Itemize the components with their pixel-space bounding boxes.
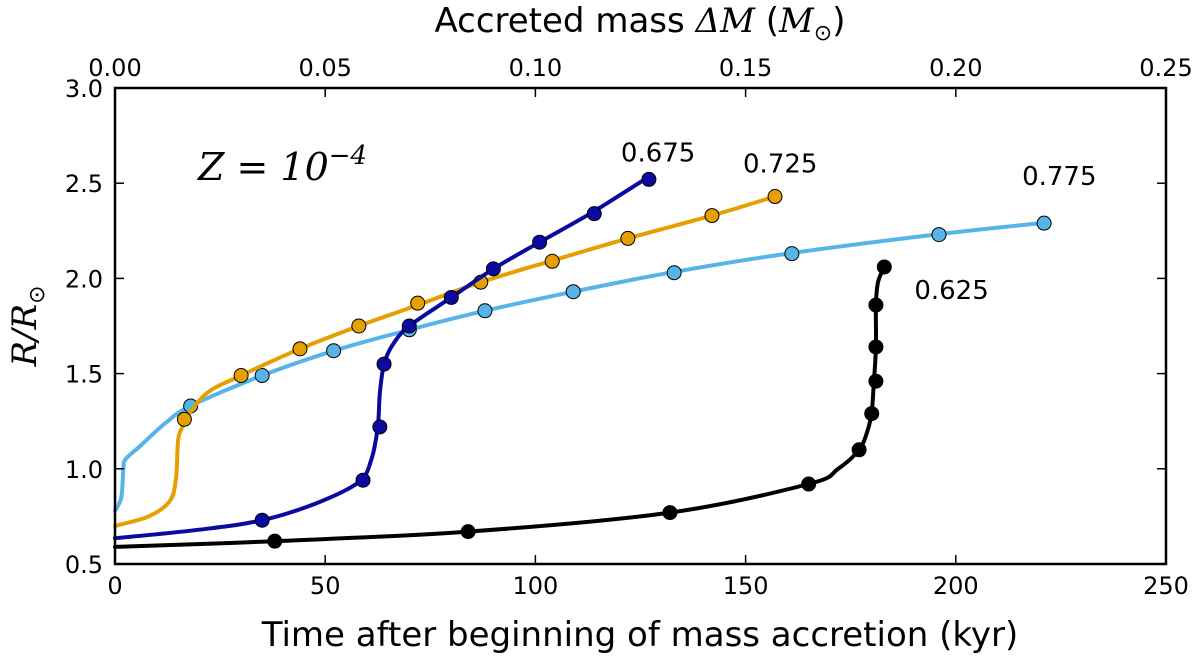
series-marker <box>267 533 283 549</box>
series-marker <box>801 476 817 492</box>
series-marker <box>666 265 682 281</box>
series-label: 0.675 <box>621 138 695 168</box>
series-marker <box>372 419 388 435</box>
x-top-tick-label: 0.00 <box>88 54 141 82</box>
series-label: 0.775 <box>1022 162 1096 192</box>
series-marker <box>254 512 270 528</box>
series-marker <box>704 208 720 224</box>
series-0.675: 0.675 <box>113 138 695 541</box>
series-marker <box>868 297 884 313</box>
y-tick-label: 3.0 <box>65 75 103 103</box>
x-top-tick-label: 0.20 <box>929 54 982 82</box>
series-marker <box>662 505 678 521</box>
x-tick-label: 100 <box>512 572 558 600</box>
x-top-tick-label: 0.10 <box>509 54 562 82</box>
x-top-unit: M <box>778 1 815 41</box>
x-top-close: ) <box>832 1 845 41</box>
series-marker <box>485 261 501 277</box>
x-top-prefix: Accreted mass <box>434 1 695 41</box>
ticks-layer: 0 50 100 150 200 250 0.00 0.05 0.10 0.15 0.20 0.25 0… <box>65 54 1193 600</box>
series-marker <box>767 189 783 205</box>
series-marker <box>477 303 493 319</box>
x-top-tick-label: 0.05 <box>298 54 351 82</box>
series-marker <box>410 295 426 311</box>
x-tick-label: 150 <box>723 572 769 600</box>
series-marker <box>1036 215 1052 231</box>
series-0.725: 0.725 <box>113 150 817 528</box>
annotation-base: Z = 10 <box>197 145 329 189</box>
x-top-unit-sub: ⊙ <box>814 21 832 46</box>
series-marker <box>254 368 270 384</box>
series-marker <box>876 259 892 275</box>
x-top-tick-label: 0.15 <box>719 54 772 82</box>
series-marker <box>532 234 548 250</box>
series-marker <box>401 318 417 334</box>
x-tick-label: 200 <box>933 572 979 600</box>
x-tick-label: 0 <box>107 572 122 600</box>
y-tick-label: 1.0 <box>65 456 103 484</box>
y-tick-label: 1.5 <box>65 361 103 389</box>
series-marker <box>586 206 602 222</box>
y-tick-label: 2.0 <box>65 265 103 293</box>
series-marker <box>931 227 947 243</box>
series-marker <box>868 339 884 355</box>
x-tick-label: 250 <box>1143 572 1189 600</box>
series-line <box>113 265 887 549</box>
series-marker <box>641 171 657 187</box>
y-tick-label: 0.5 <box>65 551 103 579</box>
series-marker <box>868 373 884 389</box>
annotation: Z = 10−4 <box>197 141 367 189</box>
series-line <box>113 177 647 541</box>
series-marker <box>355 472 371 488</box>
series-label: 0.725 <box>743 150 817 180</box>
series-marker <box>176 411 192 427</box>
y-title-math: R/R <box>5 304 45 368</box>
series-label: 0.625 <box>914 276 988 306</box>
x-top-tick-label: 0.25 <box>1139 54 1192 82</box>
series-marker <box>292 341 308 357</box>
series-marker <box>460 524 476 540</box>
series-0.775: 0.775 <box>113 162 1097 513</box>
series-line <box>113 221 1042 513</box>
series-marker <box>326 343 342 359</box>
series-marker <box>784 246 800 262</box>
series-marker <box>864 406 880 422</box>
series-marker <box>376 356 392 372</box>
series-line <box>113 194 777 528</box>
y-title-sub: ⊙ <box>25 285 50 303</box>
plot-frame <box>113 86 1168 566</box>
y-axis-title: R/R⊙ <box>5 285 50 367</box>
series-marker <box>544 253 560 269</box>
x-top-math: ΔM <box>694 1 757 41</box>
series-marker <box>233 368 249 384</box>
series-0.625: 0.625 <box>113 259 989 549</box>
series-marker <box>351 318 367 334</box>
x-top-open: ( <box>755 1 779 41</box>
series-marker <box>565 284 581 300</box>
x-axis-title-top: Accreted mass ΔM (M⊙) <box>434 1 845 46</box>
x-axis-title: Time after beginning of mass accretion (… <box>261 615 1018 655</box>
y-tick-label: 2.5 <box>65 170 103 198</box>
series-marker <box>443 289 459 305</box>
series-marker <box>851 442 867 458</box>
annotation-exponent: −4 <box>329 141 367 171</box>
x-tick-label: 50 <box>310 572 341 600</box>
series-layer: 0.775 0.725 0.675 0.625 <box>113 138 1097 549</box>
series-marker <box>620 230 636 246</box>
